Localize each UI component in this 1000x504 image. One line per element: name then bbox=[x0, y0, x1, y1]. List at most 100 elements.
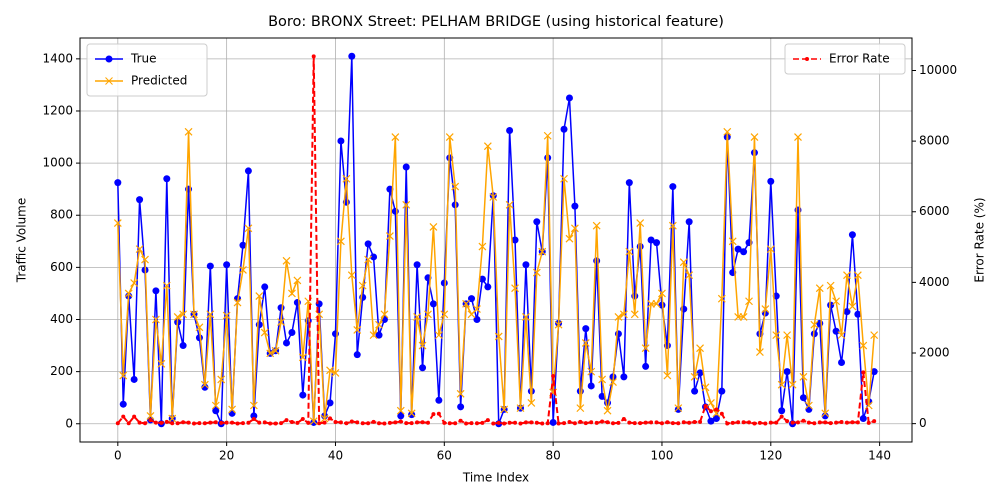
x-axis-label: Time Index bbox=[462, 471, 529, 485]
point bbox=[153, 420, 158, 425]
point bbox=[614, 330, 622, 338]
point bbox=[685, 271, 694, 280]
point bbox=[605, 420, 610, 425]
point bbox=[429, 223, 438, 231]
point bbox=[554, 320, 563, 329]
point bbox=[288, 289, 296, 298]
point bbox=[326, 399, 334, 407]
point bbox=[342, 174, 351, 183]
point bbox=[136, 196, 144, 204]
point bbox=[676, 421, 681, 426]
point bbox=[570, 224, 579, 233]
point bbox=[652, 299, 661, 308]
y-tick-label: 1400 bbox=[42, 51, 73, 65]
point bbox=[257, 420, 262, 425]
point bbox=[309, 417, 318, 426]
x-tick-label: 120 bbox=[759, 449, 782, 463]
point bbox=[413, 312, 422, 321]
point bbox=[532, 268, 541, 277]
point bbox=[741, 420, 746, 425]
y2-tick-label: 0 bbox=[919, 416, 927, 430]
point bbox=[320, 414, 329, 423]
point bbox=[714, 407, 719, 412]
point bbox=[211, 401, 220, 410]
point bbox=[464, 421, 469, 426]
point bbox=[425, 420, 430, 425]
point bbox=[719, 411, 724, 416]
point bbox=[306, 420, 311, 425]
point bbox=[730, 420, 735, 425]
point bbox=[429, 300, 437, 308]
y2-tick-label: 10000 bbox=[919, 63, 957, 77]
point bbox=[725, 421, 730, 426]
point bbox=[870, 368, 878, 376]
point bbox=[848, 231, 856, 239]
point bbox=[598, 375, 607, 384]
point bbox=[413, 261, 421, 269]
point bbox=[837, 331, 846, 340]
point bbox=[832, 297, 841, 306]
point bbox=[674, 404, 683, 413]
point bbox=[576, 404, 585, 413]
point bbox=[201, 383, 209, 391]
point bbox=[282, 256, 291, 265]
point bbox=[213, 420, 218, 425]
point bbox=[349, 419, 354, 424]
point bbox=[513, 420, 518, 425]
y2-axis-label: Error Rate (%) bbox=[973, 197, 987, 282]
point bbox=[284, 418, 289, 423]
point bbox=[175, 421, 180, 426]
point bbox=[228, 409, 236, 417]
point bbox=[507, 420, 512, 425]
point bbox=[407, 409, 416, 418]
point bbox=[772, 331, 781, 340]
point bbox=[734, 245, 742, 253]
point bbox=[850, 420, 855, 425]
point bbox=[197, 421, 202, 426]
point bbox=[511, 236, 519, 244]
point bbox=[489, 193, 498, 201]
point bbox=[502, 421, 507, 426]
point bbox=[387, 420, 392, 425]
point bbox=[581, 339, 590, 347]
point bbox=[353, 351, 361, 359]
point bbox=[583, 421, 588, 426]
point bbox=[703, 403, 708, 408]
point bbox=[222, 311, 231, 320]
point bbox=[115, 421, 120, 426]
point bbox=[669, 183, 677, 191]
y-tick-label: 200 bbox=[50, 364, 73, 378]
point bbox=[740, 248, 748, 256]
point bbox=[402, 163, 410, 171]
point bbox=[164, 419, 169, 424]
x-tick-label: 40 bbox=[328, 449, 343, 463]
point bbox=[496, 420, 501, 425]
point bbox=[398, 419, 403, 424]
point bbox=[206, 310, 215, 319]
point bbox=[621, 417, 626, 422]
point bbox=[484, 283, 492, 291]
point bbox=[170, 421, 175, 426]
point bbox=[277, 318, 285, 327]
point bbox=[191, 421, 196, 426]
point bbox=[653, 239, 661, 247]
point bbox=[614, 312, 623, 321]
point bbox=[643, 420, 648, 425]
point bbox=[402, 200, 411, 209]
point bbox=[632, 421, 637, 426]
point bbox=[545, 421, 550, 426]
point bbox=[348, 52, 356, 60]
point bbox=[757, 420, 762, 425]
point bbox=[369, 331, 378, 340]
point bbox=[805, 405, 813, 413]
point bbox=[195, 334, 203, 342]
point bbox=[844, 420, 849, 425]
point bbox=[456, 389, 465, 398]
point bbox=[641, 344, 650, 353]
y-tick-label: 800 bbox=[50, 208, 73, 222]
point bbox=[556, 421, 561, 426]
point bbox=[458, 418, 463, 423]
point bbox=[718, 387, 726, 395]
point bbox=[522, 261, 530, 269]
